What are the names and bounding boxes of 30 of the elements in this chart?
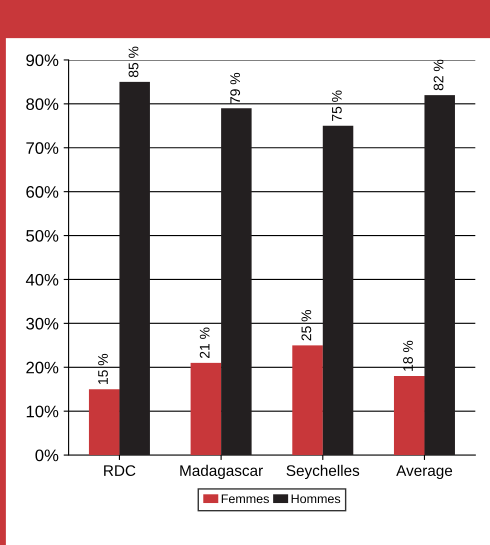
y-tick-label: 50%: [26, 230, 58, 242]
y-tick-label: 80%: [26, 98, 58, 110]
x-tick-label: Madagascar: [180, 464, 263, 480]
legend-label: Femmes: [222, 494, 269, 504]
y-tick-label: 30%: [26, 318, 58, 330]
y-tick-label: 90%: [26, 54, 58, 66]
data-label: 25 %: [301, 310, 312, 340]
bar: [88, 389, 120, 456]
data-label: 15 %: [98, 354, 108, 384]
data-label: 21 %: [200, 328, 210, 358]
bar: [119, 82, 150, 456]
y-tick-label: 60%: [26, 186, 58, 198]
bar: [424, 95, 455, 456]
y-tick-label: 10%: [26, 406, 58, 418]
y-tick-label: 20%: [26, 362, 58, 374]
x-tick-label: Seychelles: [286, 464, 360, 480]
bar: [394, 376, 424, 456]
x-tick-label: Average: [396, 465, 452, 480]
bar: [221, 108, 252, 456]
bar: [190, 362, 222, 456]
data-label: 85 %: [128, 46, 138, 78]
y-tick-label: 40%: [26, 274, 58, 286]
legend-label: Hommes: [292, 494, 340, 504]
y-tick-label: 0%: [35, 449, 58, 462]
x-tick-label: RDC: [104, 465, 136, 476]
y-tick-label: 70%: [26, 142, 58, 154]
bar: [322, 126, 354, 456]
data-label: 75 %: [332, 90, 342, 121]
data-label: 79 %: [230, 72, 240, 104]
bar: [292, 345, 323, 456]
